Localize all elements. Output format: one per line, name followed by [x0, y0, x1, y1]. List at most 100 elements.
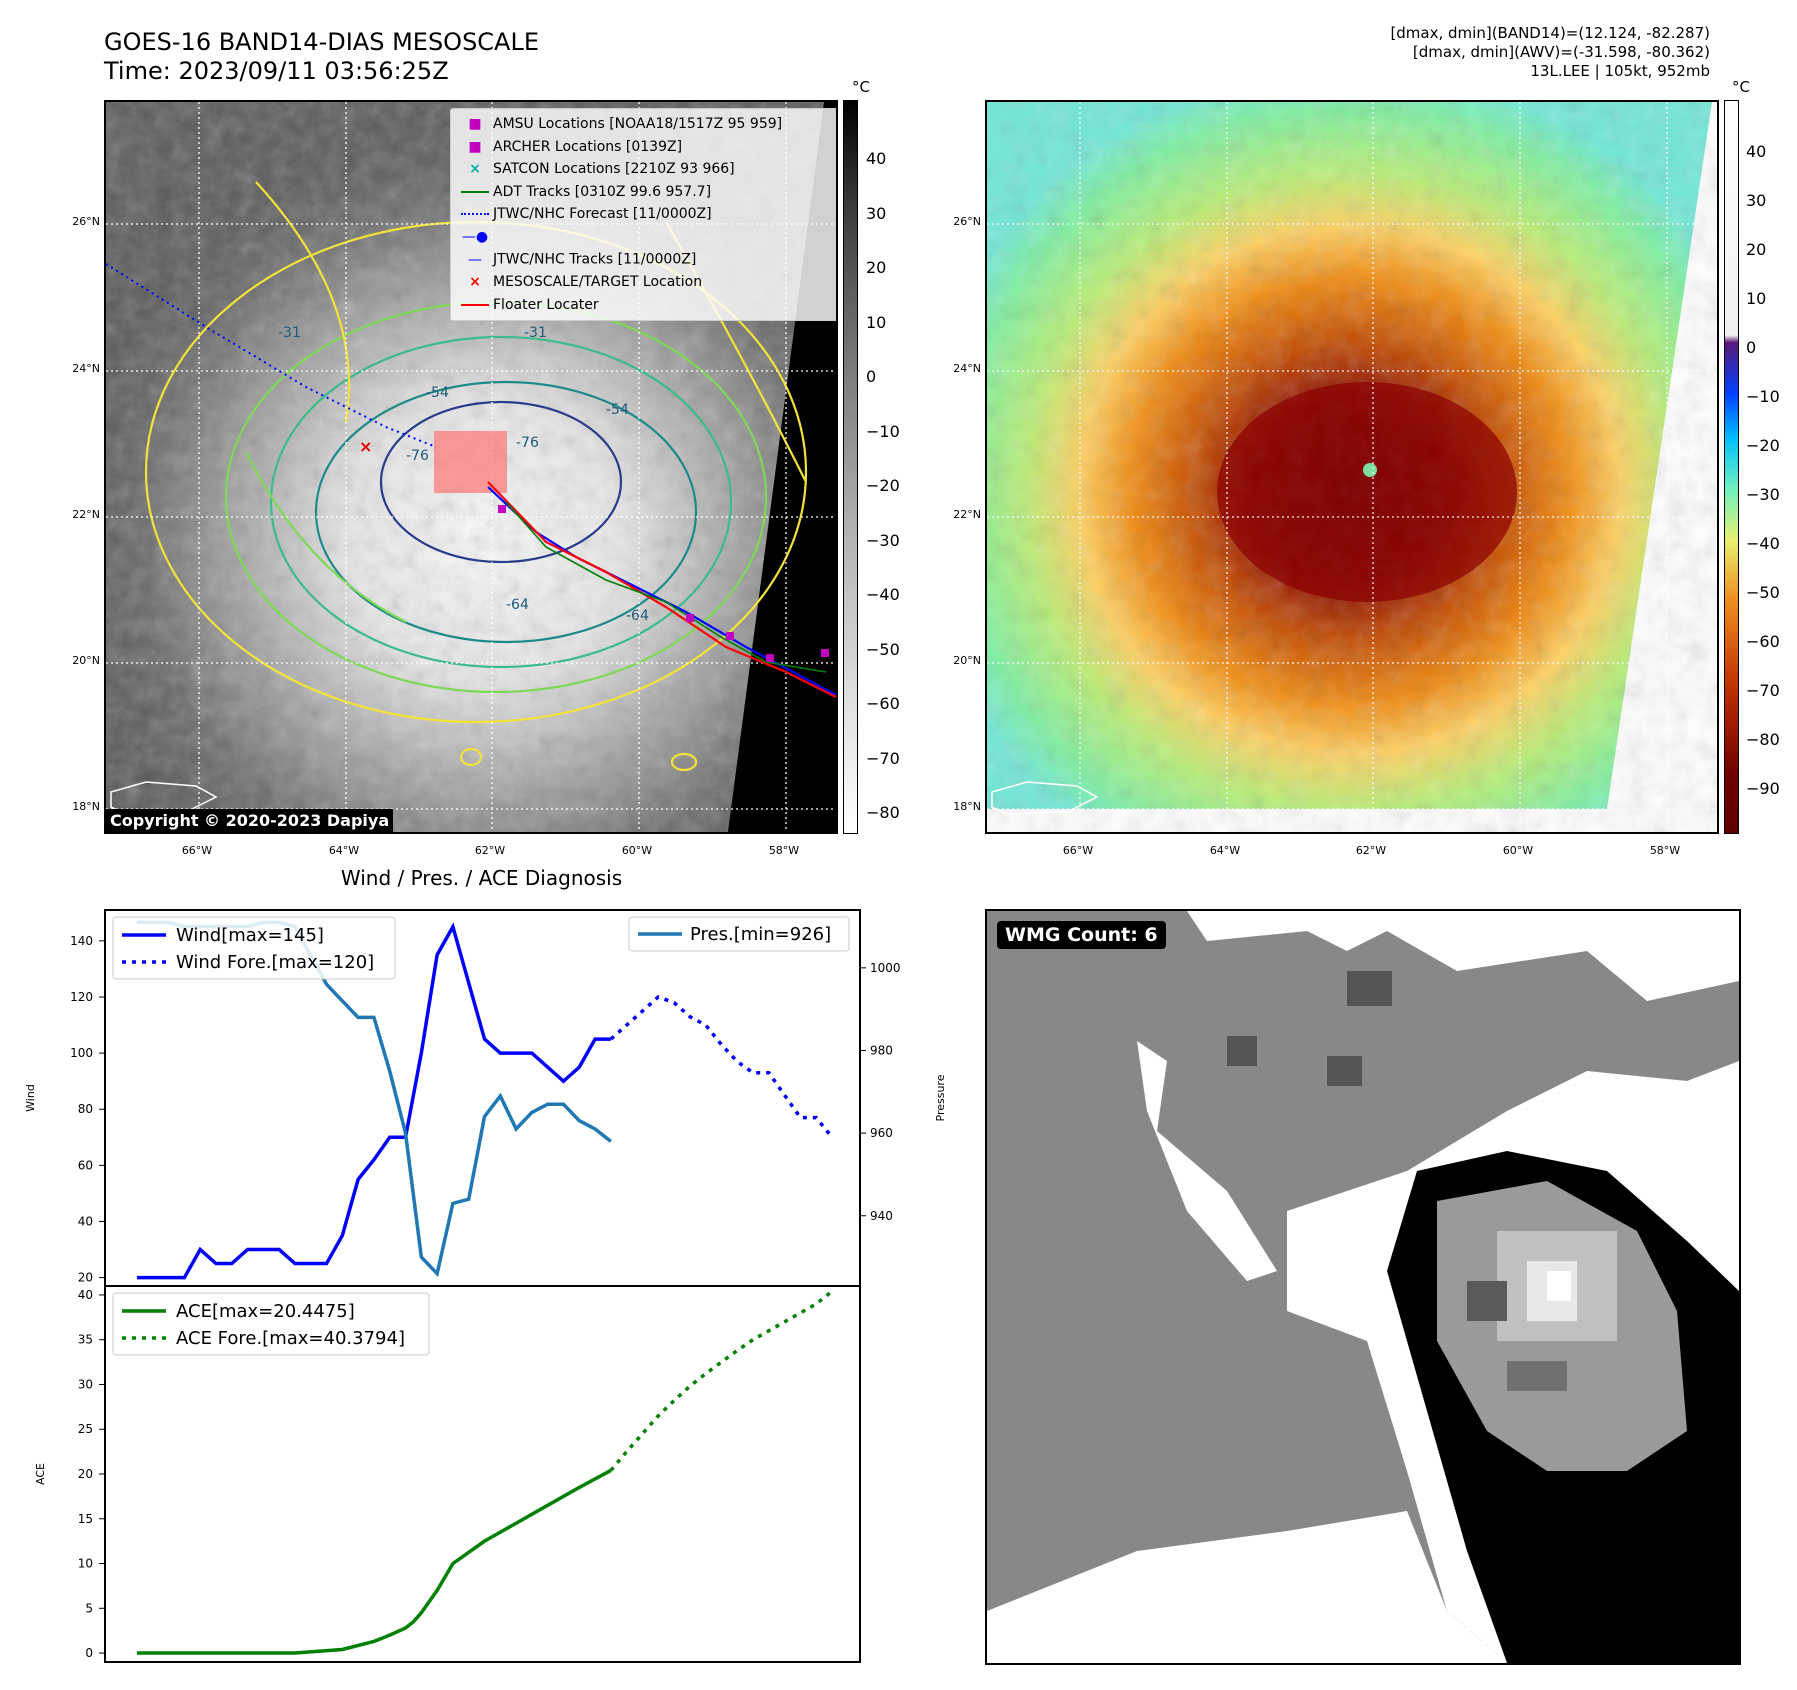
ace-series-line-1 [609, 1290, 834, 1472]
colorbar-tick-label: 30 [866, 203, 887, 223]
map-axis-label: 26°N [953, 215, 981, 228]
storm-eye [1363, 463, 1377, 477]
title-line-1: GOES-16 BAND14-DIAS MESOSCALE [104, 28, 540, 56]
contour-green-2 [269, 335, 733, 669]
y-tick-label: 20 [78, 1271, 93, 1285]
colorbar-tick-label: −70 [866, 748, 900, 768]
contour-label: -76 [406, 448, 429, 464]
colorbar-tick-label: −20 [866, 476, 900, 495]
series-line-0 [137, 922, 611, 1280]
colorbar-tick-label: 40 [1746, 142, 1767, 161]
wind-legend-box [112, 916, 396, 980]
y-axis-label: Wind [24, 1084, 37, 1112]
mesoscale-box [434, 431, 507, 493]
legend-label: ACE Fore.[max=40.3794] [176, 1328, 405, 1349]
map-legend: ■ AMSU Locations [NOAA18/1517Z 95 959] ■ A… [450, 108, 836, 322]
y2-axis-label: Pressure [934, 1074, 947, 1121]
colorbar-tick-label: −80 [866, 803, 900, 822]
map-axis-label: 60°W [621, 844, 653, 857]
y-tick-label: 20 [78, 1467, 93, 1481]
colorbar-tick-label: −60 [1746, 632, 1780, 651]
y2-tick-label: 940 [870, 1209, 893, 1223]
ir-color-map [985, 100, 1719, 834]
coastline [991, 781, 1099, 815]
ace-legend-box [112, 1292, 430, 1356]
y-tick-label: 80 [78, 1102, 93, 1116]
map-axis-label: 24°N [953, 362, 981, 375]
legend-item: JTWC/NHC Forecast [11/0000Z] [457, 203, 836, 226]
colorbar-tick-label: −70 [1746, 681, 1780, 700]
map-axis-label: 20°N [72, 654, 100, 667]
legend-item: ADT Tracks [0310Z 99.6 957.7] [457, 181, 836, 204]
y-tick-label: 15 [78, 1512, 93, 1526]
y-axis-label: ACE [34, 1463, 47, 1485]
pres-legend-box [628, 916, 850, 952]
colorbar-tick-label: −30 [866, 530, 900, 550]
colorbar-tick-label: −50 [866, 639, 900, 659]
legend-item: ■ ARCHER Locations [0139Z] [468, 138, 683, 155]
legend-item: × MESOSCALE/TARGET Location [469, 274, 703, 291]
copyright-label: Copyright © 2020-2023 Dapiya [106, 809, 394, 832]
map-axis-label: 64°W [1209, 844, 1241, 857]
contour-label: -64 [626, 608, 649, 624]
y-tick-label: 0 [85, 1646, 93, 1660]
map-axis-label: 22°N [72, 508, 100, 521]
color-colorbar-unit: °C [1732, 78, 1750, 96]
stats-block: [dmax, dmin](BAND14)=(12.124, -82.287) [… [1390, 24, 1710, 81]
y-tick-label: 35 [78, 1333, 93, 1347]
wmg-panel: WMG Count: 6 [985, 909, 1741, 1665]
target-marker: × [359, 437, 372, 456]
colorbar-tick-label: −60 [866, 694, 900, 713]
y2-tick-label: 980 [870, 1043, 893, 1057]
legend-label: ACE[max=20.4475] [176, 1301, 355, 1322]
ace-series-line-0 [137, 1468, 612, 1655]
contour-label: -31 [278, 325, 301, 341]
colorbar-tick-label: 0 [1746, 338, 1757, 357]
legend-label: Wind Fore.[max=120] [176, 952, 374, 973]
map-axis-label: 66°W [181, 844, 213, 857]
colorbar-tick-label: 10 [866, 312, 887, 332]
colorbar-tick-label: 10 [1746, 289, 1767, 308]
colorbar-tick-label: −40 [1746, 534, 1780, 553]
y-tick-label: 5 [85, 1601, 93, 1615]
contour-label: -54 [426, 385, 449, 401]
colorbar-tick-label: 30 [1746, 191, 1767, 210]
legend-item: × SATCON Locations [2210Z 93 966] [469, 161, 735, 178]
y2-tick-label: 960 [870, 1126, 893, 1140]
y-tick-label: 25 [78, 1422, 93, 1436]
legend-item: —●— JTWC/NHC Tracks [11/0000Z] [461, 228, 697, 268]
colorbar-tick-label: −80 [1746, 730, 1780, 749]
y-tick-label: 140 [70, 934, 93, 948]
legend-label: Wind[max=145] [176, 925, 324, 946]
y-tick-label: 100 [70, 1046, 93, 1060]
contour-label: -54 [606, 402, 629, 418]
colorbar-tick-label: 20 [1746, 240, 1767, 259]
legend-label: Pres.[min=926] [690, 924, 831, 945]
title-line-2: Time: 2023/09/11 03:56:25Z [104, 57, 449, 85]
y2-tick-label: 1000 [870, 961, 901, 975]
contour-label: -31 [524, 325, 547, 341]
colorbar-tick-label: −40 [866, 585, 900, 604]
map-axis-label: 58°W [1649, 844, 1681, 857]
map-axis-label: 66°W [1062, 844, 1094, 857]
map-axis-label: 58°W [768, 844, 800, 857]
map-axis-label: 26°N [72, 215, 100, 228]
y-tick-label: 10 [78, 1557, 93, 1571]
legend-item: Floater Locater [457, 294, 836, 317]
series-line-1 [609, 994, 834, 1139]
wmg-count-label: WMG Count: 6 [997, 921, 1166, 949]
map-axis-label: 64°W [328, 844, 360, 857]
colorbar-tick-label: 0 [866, 367, 877, 386]
contour-label: -76 [516, 435, 539, 451]
main-title: GOES-16 BAND14-DIAS MESOSCALE Time: 2023… [104, 28, 539, 86]
ir-colorbar-unit: °C [852, 78, 870, 96]
contour-label: -64 [506, 597, 529, 613]
band14-range: [dmax, dmin](BAND14)=(12.124, -82.287) [1390, 24, 1710, 42]
map-axis-label: 62°W [1355, 844, 1387, 857]
wmg-canvas [987, 911, 1739, 1663]
map-axis-label: 24°N [72, 362, 100, 375]
coastline [110, 781, 218, 815]
colorbar-tick-label: 20 [866, 258, 887, 277]
contour-navy [379, 400, 623, 564]
